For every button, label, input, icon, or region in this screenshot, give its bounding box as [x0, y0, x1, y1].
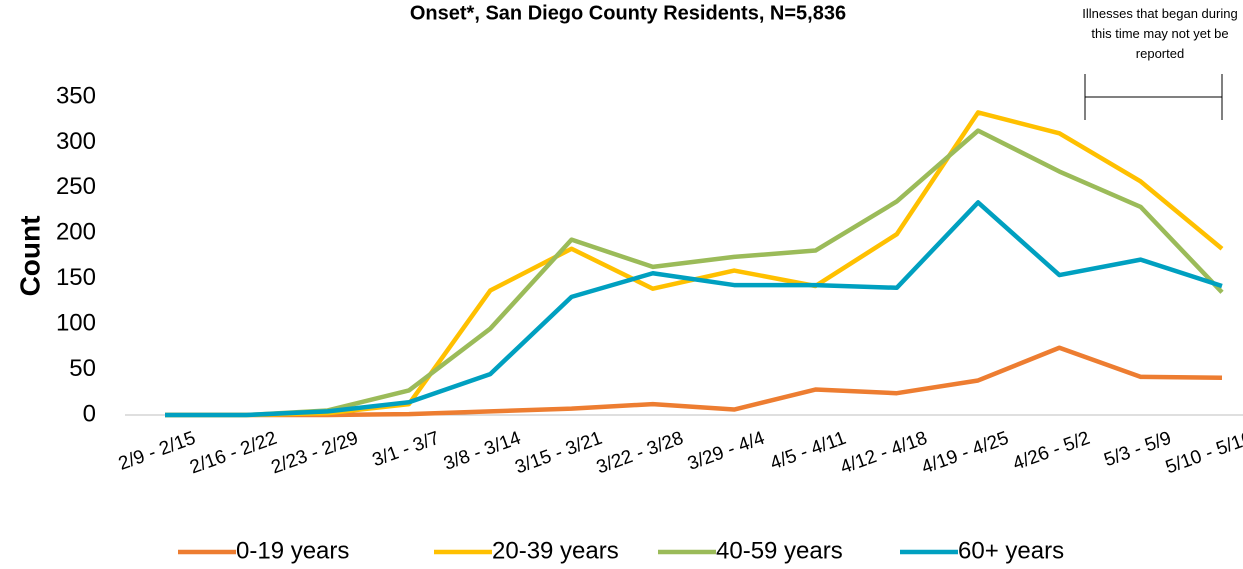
x-tick-label: 3/1 - 3/7: [370, 428, 443, 472]
y-tick-label: 100: [56, 309, 96, 336]
x-tick-label: 4/19 - 4/25: [919, 428, 1012, 479]
y-tick-label: 150: [56, 264, 96, 291]
x-tick-label: 4/5 - 4/11: [768, 428, 849, 475]
legend-label: 0-19 years: [236, 537, 349, 564]
line-series: [165, 345, 1223, 418]
legend-label: 20-39 years: [492, 537, 619, 564]
x-tick-label: 4/12 - 4/18: [838, 428, 931, 479]
annotation-box: Illnesses that began during this time ma…: [1082, 6, 1238, 61]
x-tick-label: 3/22 - 3/28: [594, 428, 687, 479]
x-tick-label: 3/8 - 3/14: [441, 428, 524, 475]
x-tick-label: 3/15 - 3/21: [512, 428, 605, 479]
legend-label: 40-59 years: [716, 537, 843, 564]
x-tick-label: 3/29 - 4/4: [685, 428, 768, 475]
legend-label: 60+ years: [958, 537, 1064, 564]
y-tick-label: 50: [69, 355, 96, 382]
x-tick-label: 5/10 - 5/16: [1163, 428, 1243, 479]
annotation: Illnesses that began during this time ma…: [1082, 6, 1238, 61]
x-tick-label: 2/16 - 2/22: [187, 428, 280, 479]
y-axis-label: Count: [14, 216, 45, 297]
chart-title: Onset*, San Diego County Residents, N=5,…: [410, 2, 846, 24]
x-tick-label: 5/3 - 5/9: [1101, 428, 1174, 472]
y-tick-label: 250: [56, 173, 96, 200]
y-tick-label: 350: [56, 82, 96, 109]
x-tick-label: 4/26 - 5/2: [1010, 428, 1093, 475]
line-series: [165, 128, 1224, 418]
y-tick-label: 200: [56, 219, 96, 246]
y-tick-label: 300: [56, 128, 96, 155]
x-tick-label: 2/9 - 2/15: [116, 428, 199, 475]
y-tick-label: 0: [83, 400, 96, 427]
x-tick-label: 2/23 - 2/29: [268, 428, 361, 479]
line-series: [165, 200, 1223, 418]
